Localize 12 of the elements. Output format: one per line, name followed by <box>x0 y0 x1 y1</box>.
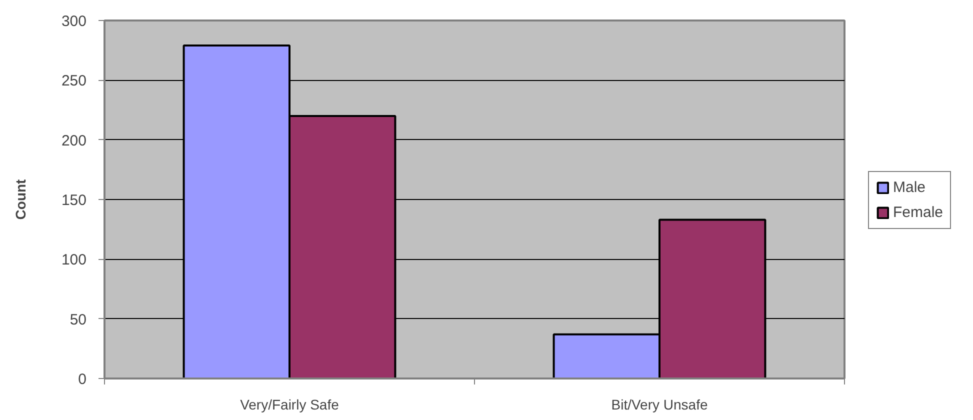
y-tick-label: 0 <box>78 371 86 388</box>
x-tick-label: Very/Fairly Safe <box>240 396 340 412</box>
legend-label: Female <box>893 204 944 221</box>
y-axis-title: Count <box>12 178 28 220</box>
y-tick-label: 200 <box>61 132 87 150</box>
x-tick-label: Bit/Very Unsafe <box>611 396 708 412</box>
y-tick-label: 50 <box>70 311 87 328</box>
y-tick-label: 150 <box>61 192 87 209</box>
y-tick-label: 250 <box>61 72 87 90</box>
legend-label: Male <box>893 179 926 196</box>
y-tick-label: 100 <box>61 252 87 269</box>
y-tick-label: 300 <box>61 13 87 30</box>
